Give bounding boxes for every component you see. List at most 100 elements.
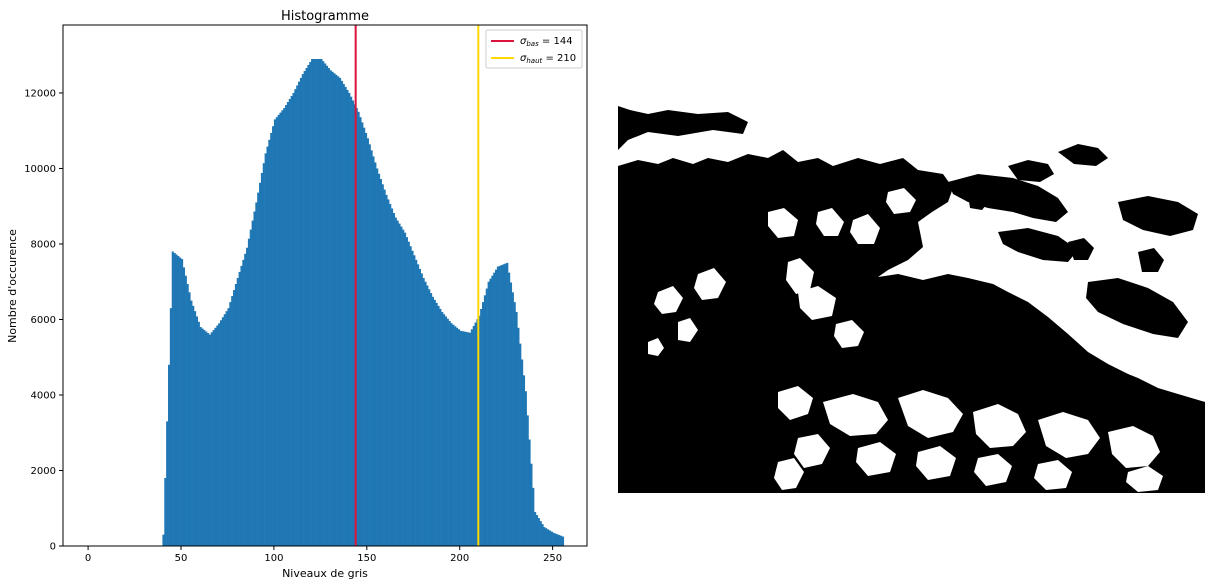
histogram-bar [441,311,444,546]
histogram-bar [376,168,379,546]
histogram-bar [357,111,360,546]
histogram-bar [188,292,191,546]
histogram-bar [292,92,295,547]
histogram-bar [517,327,520,546]
histogram-bar [201,328,204,546]
histogram-bar [311,58,314,546]
histogram-bar [491,275,494,546]
histogram-bar [452,324,455,546]
histogram-bar [340,80,343,546]
histogram-bar [231,296,234,546]
histogram-chart: Histogramme 0 50 100 150 200 250 0 2000 4000 600… [6,9,588,580]
histogram-bar [543,527,546,546]
histogram-bar [335,74,338,547]
histogram-bar [247,238,251,547]
histogram-bar [277,114,280,546]
histogram-bar [405,237,408,547]
histogram-bar [273,119,277,546]
y-axis-label: Nombre d'occurence [6,229,19,343]
histogram-bar [390,208,394,546]
x-tick-label: 250 [543,553,562,564]
x-axis-label: Niveaux de gris [282,567,368,580]
histogram-bar [305,68,308,547]
histogram-bar [385,194,388,547]
histogram-bar [333,73,336,546]
histogram-bar [478,315,481,546]
histogram-bar [511,292,514,546]
histogram-bar [214,327,217,546]
histogram-bar [281,110,284,547]
x-tick-label: 50 [175,553,188,564]
histogram-bar [398,223,401,547]
legend-high-threshold-label: σhaut = 210 [520,53,576,65]
histogram-bar [251,220,254,546]
histogram-bar [164,478,167,546]
histogram-bar [190,300,193,546]
histogram-bar [221,317,225,546]
histogram-bar [502,264,505,546]
histogram-bar [402,229,405,546]
histogram-bar [548,530,552,546]
histogram-bar [322,61,325,547]
white-regions [618,102,1205,493]
histogram-bar [469,332,472,546]
histogram-bar [530,463,533,546]
histogram-bar [409,246,412,546]
histogram-bar [257,192,260,546]
histogram-bar [346,89,349,547]
histogram-bar [487,281,490,546]
histogram-bar [547,529,550,546]
histogram-bar [561,536,565,546]
histogram-bar [210,332,213,546]
histogram-bar [537,518,540,546]
histogram-bar [539,521,542,546]
histogram-bar [560,535,563,546]
histogram-bar [407,241,410,546]
histogram-bar [485,288,488,546]
histogram-bar [350,96,353,547]
histogram-bar [320,58,323,546]
histogram-bar [431,296,435,546]
legend-high-sub: haut [526,57,542,65]
histogram-bar [197,321,200,546]
histogram-bar [496,266,500,546]
y-tick-label: 0 [50,542,56,553]
histogram-bar [184,275,187,546]
histogram-bar [422,277,425,546]
histogram-bar [325,65,329,546]
histogram-bar [377,173,381,547]
histogram-bar [526,415,529,546]
histogram-bar [324,63,327,546]
histogram-bar [521,359,524,546]
histogram-bar [500,265,503,546]
histogram-bar [268,139,271,547]
legend-low-sigma: σ [520,36,527,47]
histogram-bar [166,421,169,546]
histogram-bar [179,257,182,546]
histogram-bar [456,327,459,546]
histogram-bar [233,290,236,546]
histogram-bar [474,322,477,546]
histogram-bar [220,320,223,546]
histogram-bar [459,330,462,546]
histogram-bar [260,172,264,546]
histogram-bar [169,308,173,546]
histogram-bar [242,259,245,546]
histogram-bar [249,229,252,546]
histogram-bar [444,316,448,546]
histogram-bar [535,515,539,546]
histogram-bar [482,302,485,546]
histogram-bar [400,226,403,546]
histogram-bar [171,251,174,547]
histogram-bar [355,108,358,546]
histogram-bar [534,512,537,546]
histogram-bar [424,281,427,546]
histogram-bar [192,305,195,546]
legend-high-value: = 210 [542,53,576,64]
histogram-bar [290,95,293,547]
histogram-bar [480,308,483,546]
histogram-bar [331,71,334,547]
histogram-bar [461,331,464,546]
histogram-bar [470,329,474,546]
histogram-bar [279,112,282,546]
